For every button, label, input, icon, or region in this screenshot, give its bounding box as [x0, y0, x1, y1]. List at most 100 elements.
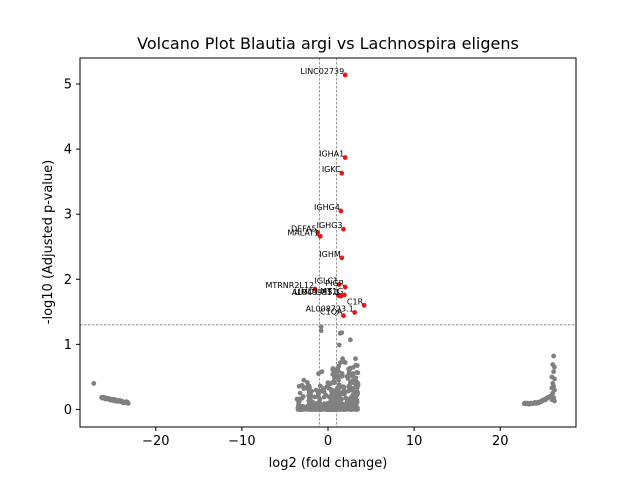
data-point-nonsignificant — [347, 337, 353, 343]
data-point-nonsignificant — [308, 393, 314, 399]
data-point-nonsignificant — [339, 401, 345, 407]
gene-label: LIMD1-AS1 — [294, 288, 337, 297]
data-point-nonsignificant — [339, 406, 344, 412]
data-point-nonsignificant — [333, 406, 339, 412]
nonsignificant-points — [91, 324, 557, 412]
data-point-significant — [336, 282, 342, 287]
x-tick-label: 0 — [324, 434, 332, 449]
data-point-nonsignificant — [354, 363, 360, 368]
data-point-nonsignificant — [319, 406, 325, 412]
data-point-nonsignificant — [551, 353, 557, 359]
data-point-nonsignificant — [339, 396, 344, 402]
data-point-nonsignificant — [552, 364, 557, 370]
data-point-nonsignificant — [353, 397, 359, 402]
data-point-nonsignificant — [333, 371, 339, 377]
data-point-nonsignificant — [306, 402, 312, 408]
data-point-nonsignificant — [294, 396, 300, 402]
data-point-nonsignificant — [354, 385, 360, 390]
gene-label: IGHA1 — [319, 150, 344, 159]
data-point-nonsignificant — [326, 406, 332, 412]
data-point-significant — [342, 284, 348, 290]
data-point-nonsignificant — [348, 406, 353, 412]
data-point-significant — [317, 233, 323, 239]
data-point-significant — [341, 226, 346, 232]
data-point-nonsignificant — [306, 398, 312, 404]
data-point-nonsignificant — [339, 330, 345, 336]
data-point-nonsignificant — [91, 381, 97, 386]
gene-label: IGKC — [322, 165, 341, 174]
data-point-nonsignificant — [336, 342, 342, 348]
data-point-nonsignificant — [347, 383, 353, 389]
data-point-nonsignificant — [341, 388, 346, 394]
data-point-nonsignificant — [327, 381, 333, 387]
gene-label: AL049953.1 — [292, 288, 340, 297]
y-tick-label: 2 — [64, 273, 72, 288]
data-point-nonsignificant — [318, 324, 324, 330]
data-point-nonsignificant — [333, 399, 339, 405]
gene-label: IGHM — [319, 250, 341, 259]
data-point-nonsignificant — [301, 377, 307, 383]
data-point-nonsignificant — [307, 384, 312, 390]
data-point-nonsignificant — [328, 393, 334, 399]
significant-points — [312, 72, 367, 319]
chart-title: Volcano Plot Blautia argi vs Lachnospira… — [137, 34, 519, 53]
data-point-significant — [361, 302, 367, 308]
gene-label: C1QA — [320, 308, 343, 317]
gene-label: IGLC1 — [314, 276, 338, 285]
data-point-significant — [338, 208, 344, 214]
data-point-significant — [352, 310, 358, 315]
gene-label: MTRNR2L12 — [265, 281, 314, 290]
gene-label: IGHG3 — [317, 221, 343, 230]
data-point-nonsignificant — [354, 405, 360, 411]
gene-label: PIGR — [325, 279, 344, 288]
data-point-nonsignificant — [345, 376, 351, 381]
data-point-nonsignificant — [323, 392, 329, 398]
data-point-significant — [339, 255, 345, 261]
data-point-nonsignificant — [299, 382, 305, 388]
y-tick-label: 4 — [64, 143, 72, 158]
y-tick-label: 0 — [64, 403, 72, 418]
data-point-nonsignificant — [350, 364, 356, 370]
x-axis-label: log2 (fold change) — [269, 456, 388, 471]
data-point-significant — [338, 293, 344, 299]
gene-label: MALAT1 — [287, 228, 319, 237]
y-axis-label: -log10 (Adjusted p-value) — [41, 160, 56, 324]
x-tick-label: 20 — [492, 434, 509, 449]
data-point-nonsignificant — [353, 356, 358, 362]
data-point-nonsignificant — [329, 388, 334, 393]
data-point-nonsignificant — [348, 387, 354, 393]
data-point-nonsignificant — [336, 382, 342, 388]
data-point-nonsignificant — [338, 373, 344, 379]
x-tick-label: −20 — [142, 434, 169, 449]
gene-label: LINC02739 — [300, 67, 344, 76]
x-tick-label: −10 — [228, 434, 255, 449]
data-point-significant — [341, 313, 346, 319]
x-tick-label: 10 — [406, 434, 423, 449]
data-point-nonsignificant — [330, 367, 336, 373]
data-point-nonsignificant — [342, 360, 348, 365]
data-point-nonsignificant — [346, 366, 352, 372]
data-point-nonsignificant — [340, 356, 346, 362]
data-point-nonsignificant — [332, 375, 337, 380]
gene-label: IGHG4 — [314, 203, 340, 212]
data-point-nonsignificant — [319, 369, 325, 375]
data-point-nonsignificant — [328, 398, 334, 404]
y-tick-label: 3 — [64, 208, 72, 223]
data-point-nonsignificant — [351, 401, 356, 407]
data-point-nonsignificant — [316, 388, 322, 394]
data-point-nonsignificant — [354, 370, 359, 375]
data-point-nonsignificant — [552, 398, 557, 404]
data-point-significant — [342, 155, 348, 160]
gene-label: DEFA5 — [291, 224, 317, 233]
data-point-nonsignificant — [343, 395, 349, 401]
data-point-significant — [342, 72, 348, 78]
data-point-nonsignificant — [297, 390, 303, 396]
data-point-nonsignificant — [552, 376, 557, 382]
data-point-nonsignificant — [335, 366, 340, 371]
gene-label: MT1G — [320, 287, 343, 296]
data-point-nonsignificant — [321, 386, 327, 391]
